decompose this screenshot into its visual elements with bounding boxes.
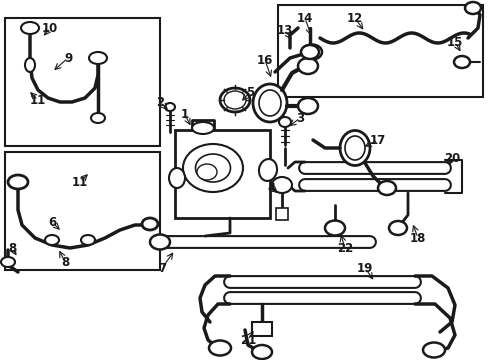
Ellipse shape: [209, 341, 231, 356]
Text: 12: 12: [347, 12, 363, 24]
Ellipse shape: [169, 168, 185, 188]
Ellipse shape: [272, 177, 292, 193]
Ellipse shape: [197, 164, 217, 180]
Text: 17: 17: [370, 134, 386, 147]
Text: 3: 3: [296, 112, 304, 125]
Ellipse shape: [302, 45, 322, 59]
Text: 15: 15: [447, 36, 463, 49]
Ellipse shape: [8, 175, 28, 189]
Bar: [5, 152, 160, 270]
Text: 6: 6: [48, 216, 56, 229]
Text: 16: 16: [257, 54, 273, 67]
Text: 1: 1: [181, 108, 189, 122]
Ellipse shape: [279, 117, 291, 127]
Bar: [276, 208, 288, 220]
Ellipse shape: [150, 234, 170, 249]
Ellipse shape: [224, 91, 246, 109]
Ellipse shape: [89, 52, 107, 64]
Ellipse shape: [81, 235, 95, 245]
Ellipse shape: [298, 58, 318, 74]
Ellipse shape: [325, 220, 345, 235]
Ellipse shape: [465, 2, 481, 14]
Ellipse shape: [454, 56, 470, 68]
Ellipse shape: [340, 130, 370, 166]
Ellipse shape: [259, 159, 277, 181]
Text: 14: 14: [297, 12, 313, 24]
Text: 8: 8: [61, 256, 69, 269]
Ellipse shape: [183, 144, 243, 192]
Text: 10: 10: [42, 22, 58, 35]
Text: 22: 22: [337, 242, 353, 255]
Ellipse shape: [25, 58, 35, 72]
Ellipse shape: [196, 154, 230, 182]
Ellipse shape: [301, 45, 319, 59]
Ellipse shape: [252, 345, 272, 359]
Ellipse shape: [259, 90, 281, 116]
Ellipse shape: [298, 98, 318, 114]
Text: 11: 11: [30, 94, 46, 107]
Text: 20: 20: [444, 152, 460, 165]
Ellipse shape: [220, 88, 250, 112]
Ellipse shape: [253, 84, 287, 122]
Ellipse shape: [142, 218, 158, 230]
Text: 18: 18: [410, 231, 426, 244]
Bar: [252, 322, 272, 336]
Bar: [278, 5, 483, 97]
Ellipse shape: [345, 136, 365, 160]
Ellipse shape: [389, 221, 407, 235]
Text: 9: 9: [64, 51, 72, 64]
Bar: [175, 130, 270, 218]
Text: 11: 11: [72, 175, 88, 189]
Ellipse shape: [423, 342, 445, 357]
Text: 8: 8: [8, 242, 16, 255]
Text: 7: 7: [158, 261, 166, 274]
Ellipse shape: [378, 181, 396, 195]
Ellipse shape: [1, 257, 15, 267]
Text: 5: 5: [246, 85, 254, 99]
Ellipse shape: [165, 103, 175, 111]
Ellipse shape: [192, 122, 214, 134]
Text: 13: 13: [277, 23, 293, 36]
Bar: [5, 18, 160, 146]
Text: 21: 21: [240, 333, 256, 346]
Ellipse shape: [45, 235, 59, 245]
Text: 4: 4: [268, 181, 276, 194]
Ellipse shape: [91, 113, 105, 123]
Text: 19: 19: [357, 261, 373, 274]
Text: 2: 2: [156, 95, 164, 108]
Ellipse shape: [21, 22, 39, 34]
